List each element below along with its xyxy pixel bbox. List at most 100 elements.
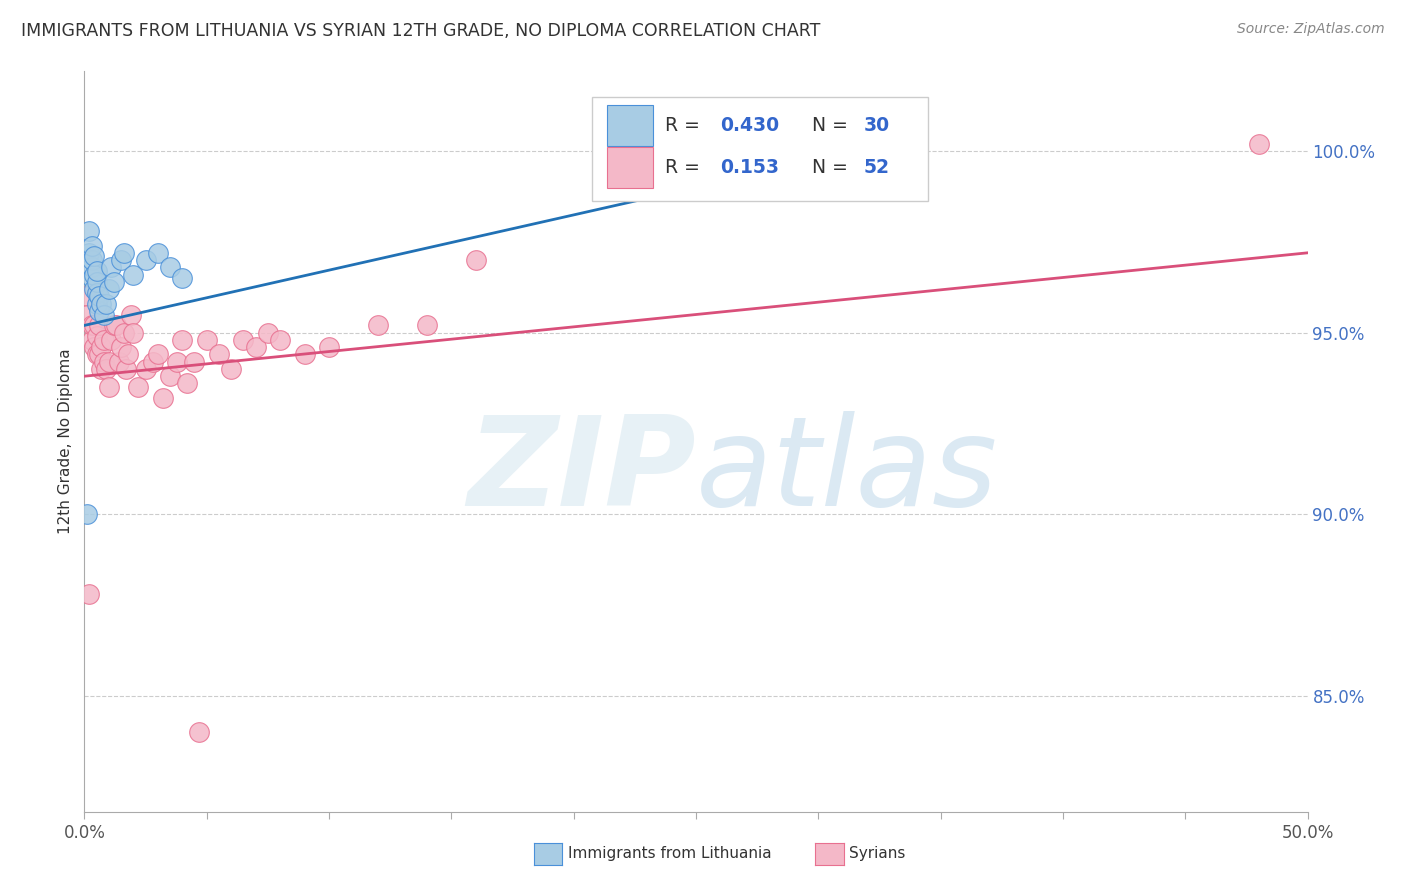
Point bbox=[76, 289, 98, 303]
Point bbox=[257, 326, 280, 340]
Point bbox=[269, 333, 291, 347]
Text: 30: 30 bbox=[863, 116, 890, 135]
FancyBboxPatch shape bbox=[592, 97, 928, 201]
Text: ZIP: ZIP bbox=[467, 410, 696, 532]
Text: R =: R = bbox=[665, 116, 706, 135]
Point bbox=[183, 354, 205, 368]
Point bbox=[159, 260, 181, 275]
Point bbox=[97, 354, 120, 368]
Point bbox=[87, 289, 110, 303]
FancyBboxPatch shape bbox=[606, 147, 654, 188]
Y-axis label: 12th Grade, No Diploma: 12th Grade, No Diploma bbox=[58, 349, 73, 534]
Point bbox=[90, 296, 112, 310]
Point bbox=[172, 333, 194, 347]
Point bbox=[96, 362, 118, 376]
Point bbox=[86, 275, 108, 289]
Text: IMMIGRANTS FROM LITHUANIA VS SYRIAN 12TH GRADE, NO DIPLOMA CORRELATION CHART: IMMIGRANTS FROM LITHUANIA VS SYRIAN 12TH… bbox=[21, 22, 821, 40]
Point bbox=[86, 296, 108, 310]
Point bbox=[76, 308, 98, 322]
Point bbox=[166, 354, 188, 368]
Text: 52: 52 bbox=[863, 158, 890, 178]
Point bbox=[195, 333, 218, 347]
Point bbox=[97, 380, 120, 394]
Point bbox=[87, 347, 110, 361]
Point bbox=[80, 238, 103, 252]
FancyBboxPatch shape bbox=[606, 105, 654, 145]
Point bbox=[83, 340, 105, 354]
Point bbox=[93, 333, 115, 347]
Text: R =: R = bbox=[665, 158, 713, 178]
Point bbox=[135, 253, 157, 268]
Text: N =: N = bbox=[813, 158, 853, 178]
Point bbox=[115, 362, 138, 376]
Point bbox=[90, 340, 112, 354]
Point bbox=[103, 275, 125, 289]
Point bbox=[80, 318, 103, 333]
Point bbox=[110, 340, 132, 354]
Point bbox=[100, 333, 122, 347]
Point bbox=[90, 362, 112, 376]
Point bbox=[103, 318, 125, 333]
Text: 0.430: 0.430 bbox=[720, 116, 779, 135]
Point bbox=[110, 253, 132, 268]
Point bbox=[107, 354, 129, 368]
Point bbox=[127, 380, 149, 394]
Point bbox=[77, 224, 100, 238]
Point bbox=[245, 340, 267, 354]
Point bbox=[112, 326, 135, 340]
Point bbox=[87, 318, 110, 333]
Point bbox=[93, 354, 115, 368]
Point bbox=[83, 268, 105, 282]
Point bbox=[219, 362, 242, 376]
Point bbox=[83, 282, 105, 296]
Text: Source: ZipAtlas.com: Source: ZipAtlas.com bbox=[1237, 22, 1385, 37]
Point bbox=[208, 347, 231, 361]
Point bbox=[86, 329, 108, 343]
Point bbox=[80, 260, 103, 275]
Point bbox=[416, 318, 439, 333]
Point bbox=[77, 587, 100, 601]
Point bbox=[856, 136, 879, 151]
Point bbox=[464, 253, 486, 268]
Point bbox=[83, 318, 105, 333]
Point bbox=[367, 318, 389, 333]
Point bbox=[86, 285, 108, 300]
Point bbox=[120, 308, 142, 322]
Point bbox=[83, 250, 105, 264]
Point bbox=[100, 260, 122, 275]
Point bbox=[80, 333, 103, 347]
Point bbox=[93, 308, 115, 322]
Point bbox=[142, 354, 165, 368]
Point bbox=[318, 340, 340, 354]
Point bbox=[122, 268, 145, 282]
Point bbox=[86, 264, 108, 278]
Point bbox=[294, 347, 316, 361]
Point bbox=[77, 245, 100, 260]
Point bbox=[152, 391, 174, 405]
Point bbox=[86, 347, 108, 361]
Point bbox=[76, 507, 98, 521]
Point bbox=[96, 296, 118, 310]
Point bbox=[146, 347, 169, 361]
Point bbox=[80, 271, 103, 285]
Point bbox=[172, 271, 194, 285]
Text: atlas: atlas bbox=[696, 410, 998, 532]
Point bbox=[1247, 136, 1270, 151]
Point bbox=[117, 347, 139, 361]
Point bbox=[188, 724, 211, 739]
Point bbox=[80, 253, 103, 268]
Text: 0.153: 0.153 bbox=[720, 158, 779, 178]
Point bbox=[105, 318, 128, 333]
Point bbox=[232, 333, 254, 347]
Point bbox=[176, 376, 198, 391]
Point bbox=[122, 326, 145, 340]
Text: Immigrants from Lithuania: Immigrants from Lithuania bbox=[568, 847, 772, 861]
Point bbox=[135, 362, 157, 376]
Point bbox=[159, 369, 181, 384]
Point bbox=[112, 245, 135, 260]
Point bbox=[146, 245, 169, 260]
Point bbox=[97, 282, 120, 296]
Text: Syrians: Syrians bbox=[849, 847, 905, 861]
Point bbox=[87, 304, 110, 318]
Text: N =: N = bbox=[813, 116, 853, 135]
